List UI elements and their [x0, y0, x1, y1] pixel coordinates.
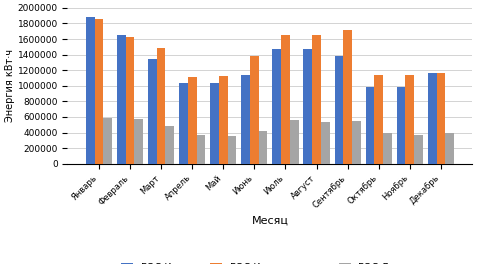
Bar	[312, 35, 321, 164]
Bar	[259, 131, 268, 164]
Bar	[228, 136, 236, 164]
Bar	[250, 56, 259, 164]
Bar	[134, 119, 143, 164]
Legend: ВЭС Кентау, ВЭС Коммунальная, ВЭС Ленгер: ВЭС Кентау, ВЭС Коммунальная, ВЭС Ленгер	[117, 259, 423, 264]
Bar	[219, 76, 228, 164]
Bar	[86, 17, 94, 164]
Bar	[165, 126, 174, 164]
Bar	[241, 75, 250, 164]
Bar	[117, 35, 126, 164]
Bar	[281, 35, 290, 164]
Bar	[335, 56, 343, 164]
Bar	[405, 75, 414, 164]
Bar	[157, 48, 165, 164]
Bar	[197, 135, 205, 164]
Bar	[290, 120, 298, 164]
Bar	[94, 19, 103, 164]
Bar	[103, 118, 112, 164]
Bar	[272, 49, 281, 164]
Bar	[188, 77, 197, 164]
Bar	[383, 133, 392, 164]
Bar	[126, 37, 134, 164]
Bar	[321, 122, 330, 164]
Bar	[210, 83, 219, 164]
Bar	[375, 75, 383, 164]
Bar	[352, 121, 361, 164]
Bar	[179, 83, 188, 164]
Bar	[445, 133, 454, 164]
Bar	[397, 87, 405, 164]
Bar	[414, 135, 423, 164]
Bar	[343, 30, 352, 164]
Bar	[437, 73, 445, 164]
Bar	[366, 87, 375, 164]
X-axis label: Месяц: Месяц	[252, 215, 288, 225]
Bar	[428, 73, 437, 164]
Bar	[304, 49, 312, 164]
Bar	[148, 59, 157, 164]
Y-axis label: Энергия кВт·ч: Энергия кВт·ч	[5, 49, 15, 122]
